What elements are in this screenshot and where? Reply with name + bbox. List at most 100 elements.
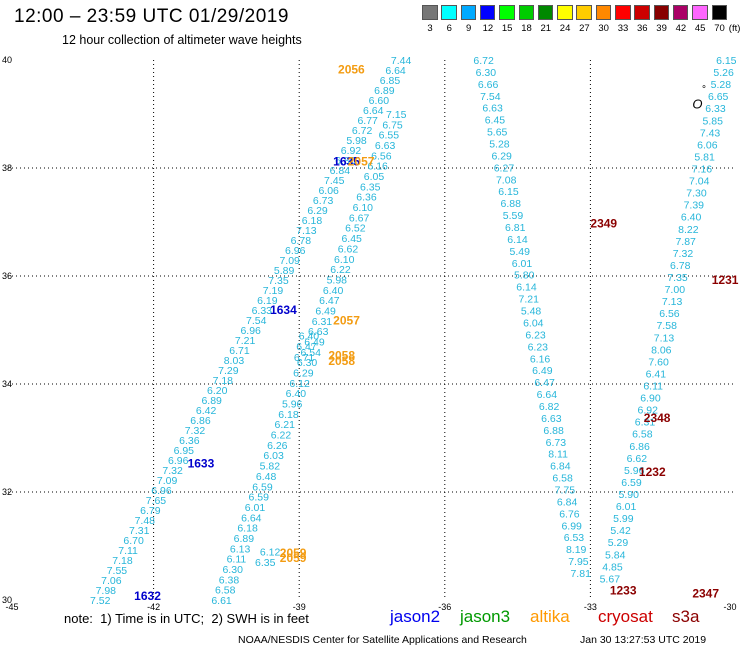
wave-height-value: 7.16	[692, 164, 713, 176]
wave-height-value: 6.06	[318, 185, 339, 197]
wave-height-value: 6.79	[140, 505, 161, 517]
pass-time-label: 2059	[280, 551, 307, 565]
colorbar-label: 6	[446, 23, 452, 34]
lat-tick-label: 40	[2, 55, 12, 65]
wave-height-value: 7.98	[96, 585, 117, 597]
wave-height-value: 6.31	[312, 316, 333, 328]
wave-height-value: 5.89	[274, 265, 295, 277]
wave-height-value: 6.86	[190, 415, 211, 427]
lon-tick-label: -45	[5, 602, 18, 612]
colorbar-swatch	[653, 5, 670, 20]
wave-height-value: 7.52	[90, 595, 111, 607]
wave-height-value: 7.19	[263, 285, 284, 297]
wave-height-value: 6.26	[267, 440, 288, 452]
colorbar-unit: (ft)	[728, 23, 740, 34]
wave-height-value: 6.04	[523, 317, 544, 329]
wave-height-value: 4.85	[602, 561, 623, 573]
wave-height-value: 6.49	[315, 305, 336, 317]
colorbar-swatch	[576, 5, 592, 20]
wave-height-value: 7.30	[686, 188, 707, 200]
wave-height-value: 6.06	[697, 139, 718, 151]
wave-height-value: 6.75	[382, 119, 403, 131]
wave-height-value: 5.49	[510, 246, 531, 258]
wave-height-value: 6.76	[559, 508, 580, 520]
wave-height-value: 7.35	[667, 272, 688, 284]
wave-height-value: 6.10	[334, 254, 355, 266]
timestamp: Jan 30 13:27:53 UTC 2019	[580, 634, 707, 646]
wave-height-value: 6.96	[240, 325, 261, 337]
wave-height-value: 6.67	[349, 212, 370, 224]
wave-height-value: 6.03	[263, 450, 284, 462]
lat-tick-label: 38	[2, 163, 12, 173]
wave-height-value: 6.16	[367, 161, 388, 173]
wave-height-value: 7.75	[555, 484, 576, 496]
colorbar-swatch	[595, 5, 612, 20]
wave-height-value: 6.21	[275, 419, 296, 431]
wave-height-value: 5.84	[605, 549, 626, 561]
wave-height-value: 8.22	[678, 224, 699, 236]
wave-height-value: 6.33	[252, 305, 273, 317]
wave-height-value: 6.92	[638, 405, 659, 417]
lat-tick-label: 34	[2, 379, 12, 389]
colorbar-label: 9	[465, 23, 472, 34]
wave-height-value: 5.42	[610, 525, 631, 537]
wave-height-value: 6.90	[640, 393, 661, 405]
wave-height-value: 7.06	[101, 575, 122, 587]
colorbar-label: 39	[656, 23, 667, 34]
wave-height-value: 6.11	[643, 381, 663, 393]
wave-height-value: 6.14	[507, 234, 528, 246]
wave-height-value: 8.03	[224, 355, 245, 367]
satellite-legend-altika: altika	[530, 607, 570, 626]
wave-height-value: 6.84	[550, 461, 571, 473]
wave-height-value: 5.67	[600, 573, 621, 585]
wave-height-value: 6.64	[363, 105, 384, 117]
pass-time-label: 1634	[270, 303, 297, 317]
wave-height-value: 6.49	[532, 365, 553, 377]
wave-height-value: 6.22	[330, 264, 351, 276]
wave-height-value: 6.77	[357, 115, 378, 127]
wave-height-value: 6.45	[341, 233, 362, 245]
wave-height-value: 7.00	[665, 284, 686, 296]
colorbar-swatch	[692, 5, 708, 20]
wave-height-value: 6.15	[498, 186, 519, 198]
wave-height-value: 6.80	[335, 155, 356, 167]
wave-height-value: 6.20	[207, 385, 228, 397]
wave-height-value: 8.11	[548, 449, 568, 461]
wave-height-value: 6.40	[681, 212, 702, 224]
pass-time-label: 2057	[348, 154, 375, 168]
colorbar-swatch	[518, 5, 534, 20]
wave-height-value: 6.64	[385, 65, 406, 77]
pass-time-label: 2058	[328, 354, 355, 368]
wave-height-value: 6.71	[229, 345, 250, 357]
wave-height-value: 7.18	[112, 555, 133, 567]
wave-height-value: 6.45	[485, 115, 506, 127]
wave-height-value: 6.05	[364, 171, 385, 183]
wave-height-value: 6.41	[646, 368, 667, 380]
wave-height-value: 7.18	[213, 375, 234, 387]
wave-height-value: 5.99	[613, 513, 634, 525]
wave-height-value: 6.35	[255, 557, 276, 569]
colorbar-swatch	[479, 5, 496, 20]
wave-height-value: 6.84	[557, 496, 578, 508]
wave-height-value: 6.59	[252, 481, 273, 493]
wave-height-value: 6.58	[632, 429, 653, 441]
wave-height-value: 7.87	[675, 236, 696, 248]
wave-height-value: 6.36	[356, 192, 377, 204]
wave-height-value: 7.65	[146, 495, 167, 507]
wave-height-value: 6.99	[561, 520, 582, 532]
wave-height-value: 5.98	[346, 135, 367, 147]
wave-height-value: 6.30	[222, 564, 243, 576]
wave-height-value: 7.21	[235, 335, 256, 347]
colorbar-swatch	[537, 5, 554, 20]
wave-height-value: 6.36	[179, 435, 200, 447]
wave-height-value: 7.09	[157, 475, 178, 487]
wave-height-value: 6.62	[627, 453, 648, 465]
wave-height-value: 7.08	[496, 174, 517, 186]
wave-height-value: 6.12	[260, 546, 281, 558]
wave-height-value: 6.78	[670, 260, 691, 272]
wave-height-value: 6.66	[478, 79, 499, 91]
wave-height-value: 6.19	[257, 295, 278, 307]
satellite-legend-jason3: jason3	[460, 607, 511, 626]
chart-subtitle: 12 hour collection of altimeter wave hei…	[62, 33, 302, 47]
wave-height-value: 6.54	[301, 347, 322, 359]
